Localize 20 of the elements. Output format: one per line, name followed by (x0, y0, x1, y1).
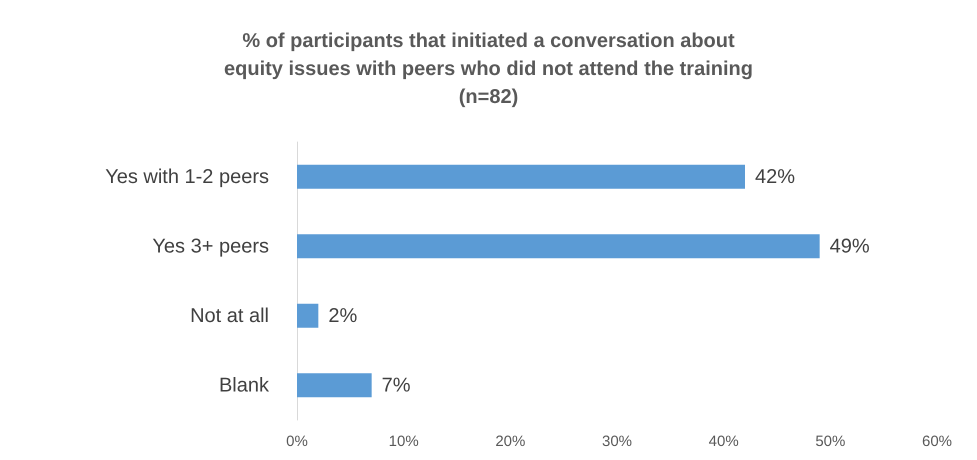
bar (297, 373, 372, 398)
data-label: 2% (328, 304, 358, 327)
chart-title: % of participants that initiated a conversation about equity issues with peers who did not attend the training (n=82) (224, 30, 753, 108)
bar (297, 164, 745, 189)
data-label: 49% (830, 235, 870, 258)
x-tick-label: 30% (602, 433, 632, 450)
x-tick-label: 60% (922, 433, 952, 450)
x-tick-label: 10% (388, 433, 419, 450)
x-tick-label: 40% (708, 433, 739, 450)
y-tick-label: Yes 3+ peers (152, 235, 269, 258)
x-tick-label: 20% (495, 433, 526, 450)
bar (297, 304, 318, 328)
data-label: 42% (755, 166, 796, 188)
x-tick-label: 50% (815, 433, 846, 450)
y-tick-label: Not at all (190, 304, 269, 327)
y-tick-label: Yes with 1-2 peers (105, 166, 269, 188)
y-tick-label: Blank (218, 374, 270, 396)
data-label: 7% (382, 374, 411, 396)
x-tick-label: 0% (286, 433, 308, 450)
bar (297, 234, 820, 258)
